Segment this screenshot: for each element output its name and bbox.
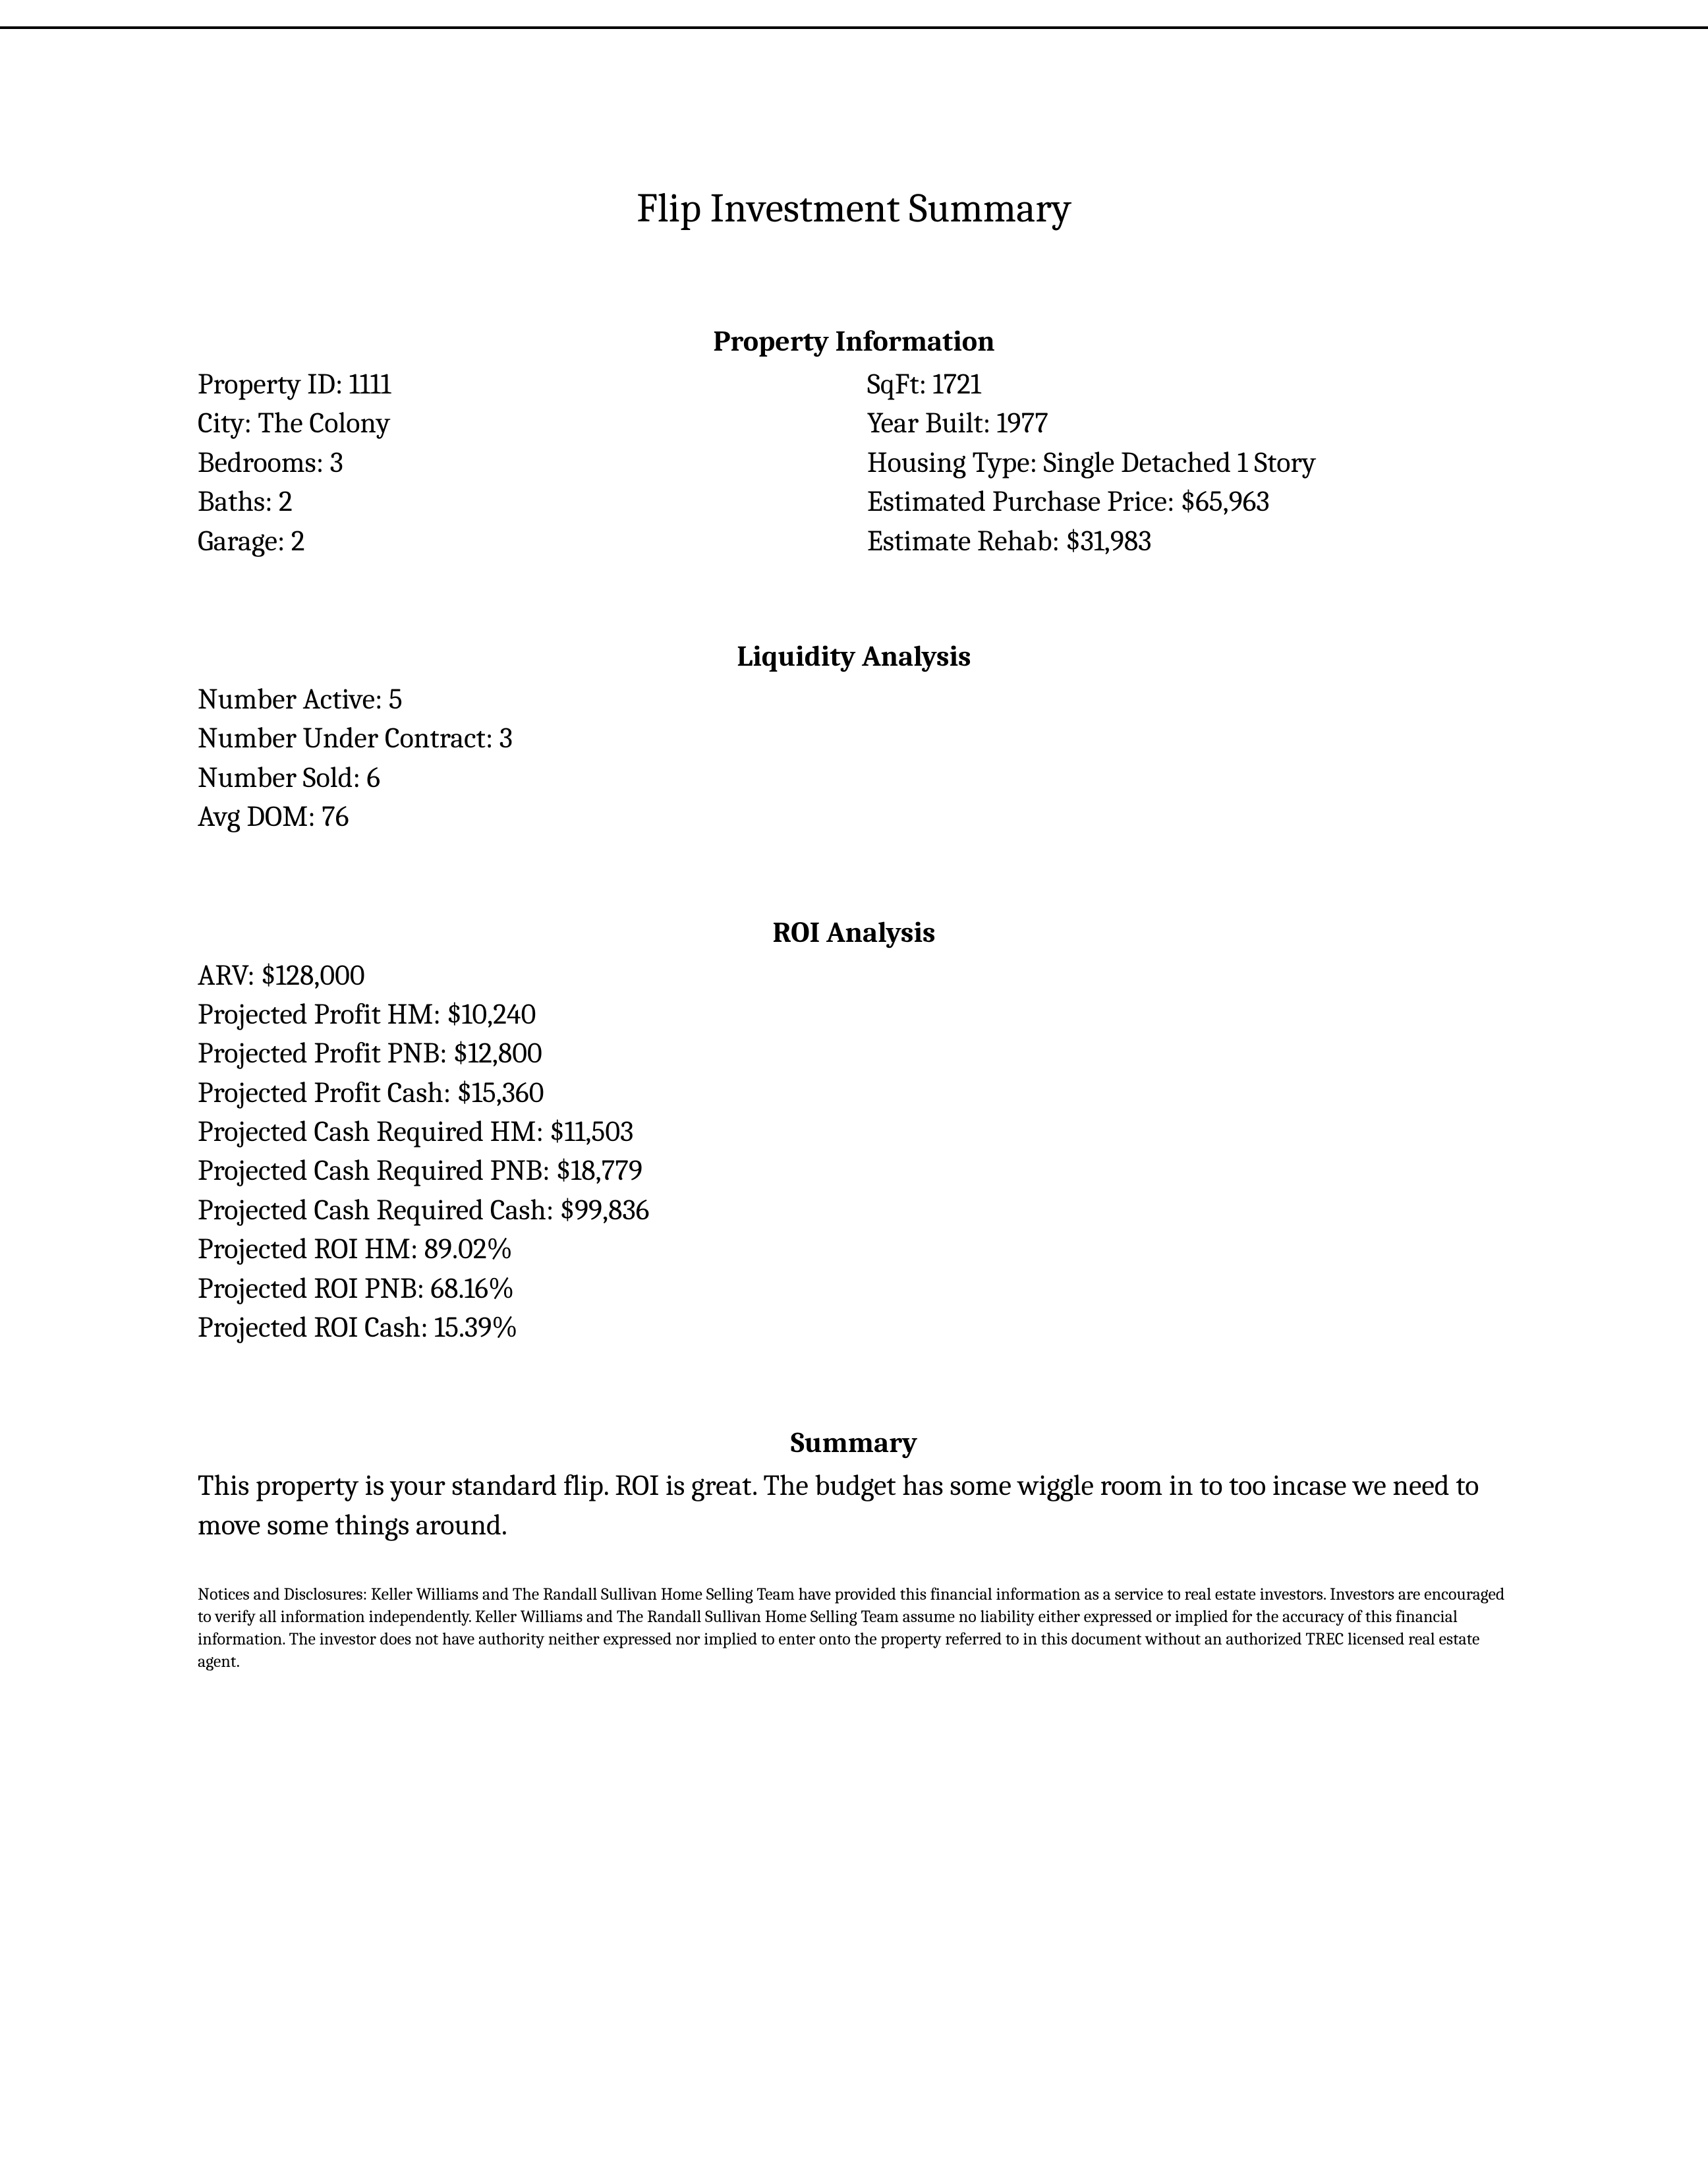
label: Number Under Contract [198, 721, 486, 755]
liquidity-block: Number Active: 5 Number Under Contract: … [198, 680, 1510, 836]
value: $31,983 [1060, 524, 1152, 558]
property-year-built: Year Built: 1977 [867, 403, 1510, 442]
roi-pct-pnb: Projected ROI PNB: 68.16% [198, 1269, 1510, 1308]
summary-text: This property is your standard flip. ROI… [198, 1466, 1510, 1544]
label: Projected Cash Required HM [198, 1115, 536, 1148]
value: 1111 [349, 367, 391, 401]
label: Projected Profit PNB [198, 1036, 440, 1070]
label: Projected Cash Required PNB [198, 1153, 542, 1187]
label: Estimated Purchase Price [867, 484, 1167, 518]
label: SqFt [867, 367, 919, 401]
value: 68.16% [430, 1271, 514, 1305]
value: $10,240 [447, 997, 536, 1031]
liquidity-dom: Avg DOM: 76 [198, 797, 1510, 836]
label: ARV [198, 958, 247, 992]
label: Property ID [198, 367, 335, 401]
value: $128,000 [261, 958, 365, 992]
label: City [198, 406, 244, 440]
roi-profit-cash: Projected Profit Cash: $15,360 [198, 1073, 1510, 1112]
value: 6 [366, 761, 380, 794]
roi-profit-pnb: Projected Profit PNB: $12,800 [198, 1033, 1510, 1072]
property-left-col: Property ID: 1111 City: The Colony Bedro… [198, 364, 841, 560]
label: Garage [198, 524, 277, 558]
value: $15,360 [457, 1076, 544, 1109]
section-roi: ROI Analysis [198, 916, 1510, 949]
label: Projected ROI PNB [198, 1271, 417, 1305]
roi-pct-cash: Projected ROI Cash: 15.39% [198, 1308, 1510, 1347]
property-sqft: SqFt: 1721 [867, 364, 1510, 403]
liquidity-sold: Number Sold: 6 [198, 758, 1510, 797]
doc-title: Flip Investment Summary [198, 185, 1510, 232]
property-est-rehab: Estimate Rehab: $31,983 [867, 521, 1510, 560]
label: Projected Profit Cash [198, 1076, 443, 1109]
property-housing-type: Housing Type: Single Detached 1 Story [867, 443, 1510, 482]
value: $12,800 [453, 1036, 542, 1070]
value: 76 [322, 800, 349, 833]
value: $18,779 [556, 1153, 642, 1187]
roi-block: ARV: $128,000 Projected Profit HM: $10,2… [198, 956, 1510, 1347]
label: Bedrooms [198, 446, 316, 479]
label: Baths [198, 484, 265, 518]
value: 1977 [997, 406, 1048, 440]
value: 2 [279, 484, 293, 518]
roi-cash-cash: Projected Cash Required Cash: $99,836 [198, 1190, 1510, 1229]
page-content: Flip Investment Summary Property Informa… [198, 185, 1510, 1673]
value: $65,963 [1174, 484, 1270, 518]
label: Housing Type [867, 446, 1030, 479]
property-garage: Garage: 2 [198, 521, 841, 560]
roi-cash-pnb: Projected Cash Required PNB: $18,779 [198, 1151, 1510, 1190]
property-id: Property ID: 1111 [198, 364, 841, 403]
section-summary: Summary [198, 1426, 1510, 1459]
disclosure-text: Notices and Disclosures: Keller Williams… [198, 1584, 1510, 1673]
value: 5 [389, 682, 403, 716]
value: 89.02% [424, 1232, 513, 1266]
label: Projected Cash Required Cash [198, 1193, 546, 1227]
property-bedrooms: Bedrooms: 3 [198, 443, 841, 482]
label: Number Active [198, 682, 375, 716]
value: 15.39% [434, 1310, 517, 1344]
roi-pct-hm: Projected ROI HM: 89.02% [198, 1229, 1510, 1268]
section-liquidity: Liquidity Analysis [198, 639, 1510, 673]
roi-profit-hm: Projected Profit HM: $10,240 [198, 995, 1510, 1033]
value: 1721 [933, 367, 981, 401]
label: Projected ROI HM [198, 1232, 411, 1266]
top-rule [0, 26, 1708, 29]
label: Avg DOM [198, 800, 308, 833]
value: 3 [499, 721, 513, 755]
property-baths: Baths: 2 [198, 482, 841, 521]
value: $99,836 [560, 1193, 650, 1227]
label: Year Built [867, 406, 983, 440]
label: Projected Profit HM [198, 997, 433, 1031]
property-city: City: The Colony [198, 403, 841, 442]
label: Estimate Rehab [867, 524, 1052, 558]
value: Single Detached 1 Story [1043, 446, 1316, 479]
section-property-info: Property Information [198, 324, 1510, 358]
property-right-col: SqFt: 1721 Year Built: 1977 Housing Type… [867, 364, 1510, 560]
roi-cash-hm: Projected Cash Required HM: $11,503 [198, 1112, 1510, 1151]
value: 2 [291, 524, 305, 558]
value: The Colony [258, 406, 390, 440]
liquidity-under-contract: Number Under Contract: 3 [198, 718, 1510, 757]
value: 3 [330, 446, 343, 479]
label: Number Sold [198, 761, 353, 794]
property-info-columns: Property ID: 1111 City: The Colony Bedro… [198, 364, 1510, 560]
value: $11,503 [550, 1115, 633, 1148]
label: Projected ROI Cash [198, 1310, 420, 1344]
liquidity-active: Number Active: 5 [198, 680, 1510, 718]
property-est-price: Estimated Purchase Price: $65,963 [867, 482, 1510, 521]
roi-arv: ARV: $128,000 [198, 956, 1510, 995]
